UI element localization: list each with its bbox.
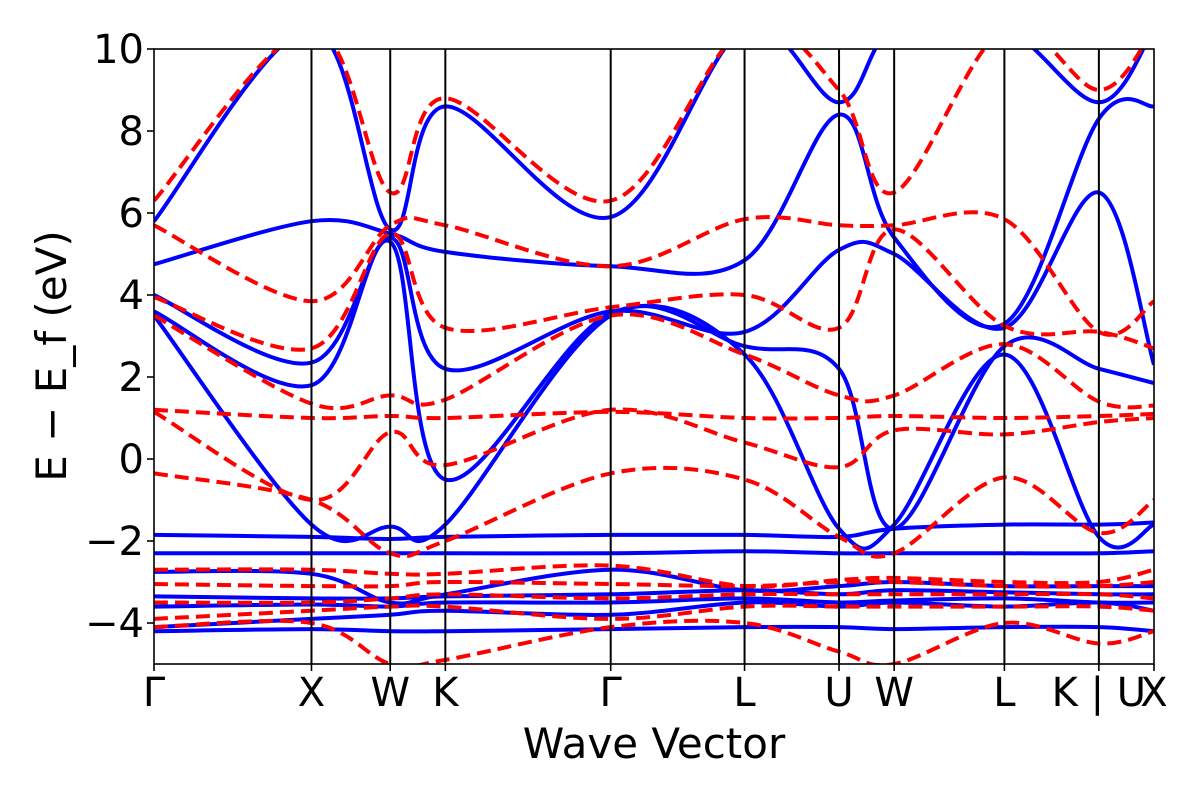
x-tick-label: X [1140,670,1167,716]
y-tick-label: 4 [119,273,144,319]
dashed-band-1 [154,618,1154,664]
dashed-band-4 [154,579,1154,589]
x-tick-label: L [993,670,1016,716]
y-tick-label: 2 [119,355,144,401]
x-tick-label: Γ [600,670,623,716]
solid-band-2 [154,600,1154,630]
solid-band-10 [154,190,1154,373]
solid-band-11 [154,97,1154,330]
dashed-band-2 [154,603,1154,621]
solid-band-1 [154,624,1154,634]
solid-band-3 [154,596,1154,609]
x-axis-label: Wave Vector [523,719,786,768]
y-tick-label: 8 [119,109,144,155]
x-tick-label: W [874,670,914,716]
dashed-band-9 [154,312,1154,411]
dashed-band-5 [154,563,1154,589]
band-lines [154,49,1154,664]
y-tick-label: 0 [119,437,144,483]
y-axis-label: E − E_f (eV) [27,230,76,481]
dashed-band-12 [154,49,1144,204]
dashed-band-6 [154,465,1154,559]
plot-frame [153,48,1155,665]
high-symmetry-lines [310,49,1100,664]
y-tick-label: −4 [85,601,144,647]
x-tick-label: Γ [143,670,166,716]
solid-band-4 [154,588,1154,601]
solid-band-12 [154,49,1146,233]
x-tick-label: K | U [1052,670,1146,716]
y-tick-label: −2 [85,519,144,565]
x-tick-label: K [432,670,460,716]
x-tick-label: U [824,670,853,716]
y-tick-label: 10 [93,27,144,73]
x-tick-label: L [733,670,756,716]
solid-band-6 [154,549,1154,556]
dashed-band-11 [154,210,1154,337]
x-tick-label: W [370,670,410,716]
y-axis-ticks: 10 8 6 4 2 0 −2 −4 [85,27,154,647]
dashed-band-8 [154,407,1154,421]
dashed-band-3 [154,591,1154,605]
x-tick-label: X [298,670,325,716]
y-tick-label: 6 [119,191,144,237]
